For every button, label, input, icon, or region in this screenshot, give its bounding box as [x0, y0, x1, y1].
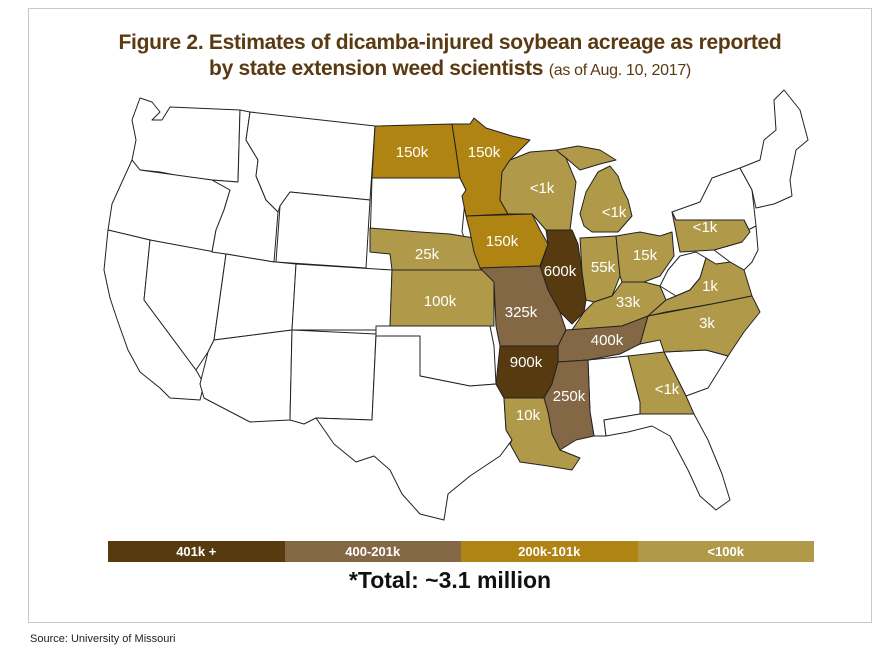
state-new-mexico: [289, 329, 377, 425]
label-pennsylvania: <1k: [693, 219, 718, 236]
state-illinois: [539, 229, 587, 325]
state-georgia: [627, 351, 695, 415]
title-date-note: (as of Aug. 10, 2017): [548, 62, 692, 79]
state-value-labels: 150k 150k <1k <1k <1k 25k 150k 600k 55k …: [396, 144, 719, 424]
state-colorado: [291, 263, 393, 331]
state-texas: [315, 335, 513, 521]
title-line-2: by state extension weed scientists (as o…: [28, 56, 872, 84]
label-virginia: 1k: [702, 278, 718, 295]
title-line-2-text: by state extension weed scientists: [209, 57, 544, 80]
state-new-england: [739, 89, 809, 209]
label-indiana: 55k: [591, 259, 616, 276]
label-kansas: 100k: [424, 293, 457, 310]
legend-item-low: <100k: [637, 541, 814, 562]
state-wyoming: [275, 191, 371, 269]
state-ohio: [615, 231, 675, 283]
label-georgia: <1k: [655, 381, 680, 398]
legend-item-mid-high: 400-201k: [284, 541, 461, 562]
label-kentucky: 33k: [616, 294, 641, 311]
state-utah: [213, 253, 297, 341]
label-ohio: 15k: [633, 247, 658, 264]
label-michigan: <1k: [602, 204, 627, 221]
label-louisiana: 10k: [516, 407, 541, 424]
total-acreage: *Total: ~3.1 million: [348, 567, 552, 593]
state-washington: [131, 97, 241, 183]
state-virginia: [647, 257, 753, 317]
state-florida: [603, 413, 731, 511]
source-note: Source: University of Missouri: [30, 633, 176, 645]
state-arizona: [199, 329, 293, 423]
label-nebraska: 25k: [415, 246, 440, 263]
figure-title: Figure 2. Estimates of dicamba-injured s…: [28, 30, 872, 84]
label-tennessee: 400k: [591, 332, 624, 349]
label-north-dakota: 150k: [396, 144, 429, 161]
title-line-1: Figure 2. Estimates of dicamba-injured s…: [118, 31, 782, 54]
state-pennsylvania: [671, 211, 751, 253]
state-kansas: [389, 269, 495, 327]
label-minnesota: 150k: [468, 144, 501, 161]
reported-states: [369, 117, 761, 471]
state-north-carolina: [639, 295, 761, 357]
label-iowa: 150k: [486, 233, 519, 250]
state-louisiana: [503, 397, 581, 471]
legend-item-mid: 200k-101k: [461, 541, 638, 562]
legend-item-high: 401k +: [108, 541, 285, 562]
label-arkansas: 900k: [510, 354, 543, 371]
label-missouri: 325k: [505, 304, 538, 321]
label-illinois: 600k: [544, 263, 577, 280]
legend: 401k + 400-201k 200k-101k <100k: [108, 541, 814, 562]
label-mississippi: 250k: [553, 388, 586, 405]
label-wisconsin: <1k: [530, 180, 555, 197]
state-michigan: [555, 145, 633, 233]
label-north-carolina: 3k: [699, 315, 715, 332]
